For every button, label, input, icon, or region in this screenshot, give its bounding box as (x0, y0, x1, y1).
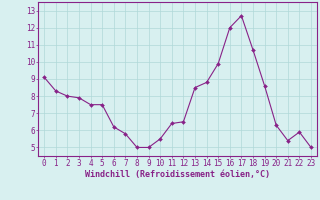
X-axis label: Windchill (Refroidissement éolien,°C): Windchill (Refroidissement éolien,°C) (85, 170, 270, 179)
